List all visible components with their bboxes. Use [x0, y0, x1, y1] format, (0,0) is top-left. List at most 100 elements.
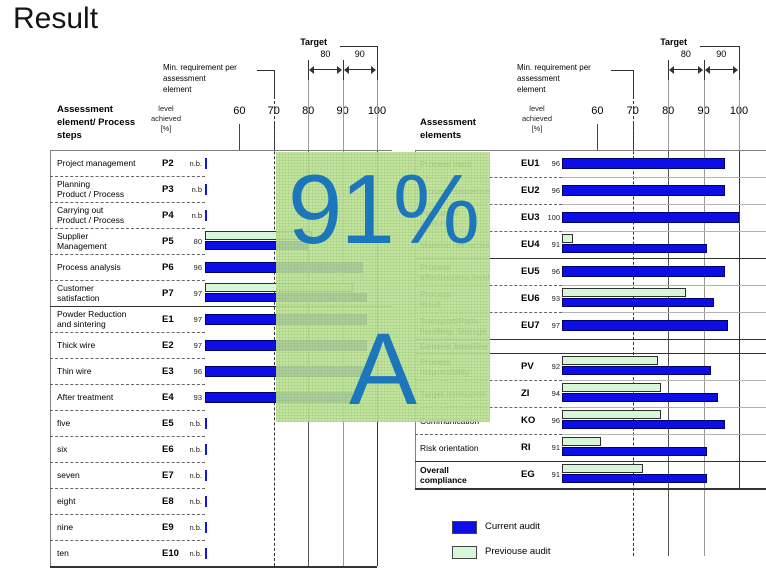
row-value: n.b. [189, 444, 202, 454]
min-requirement-gridline [273, 96, 275, 566]
row-value: 91 [551, 470, 560, 479]
row-label: Process analysis [57, 262, 121, 272]
target-endbar [342, 60, 344, 80]
bar-current-audit [562, 447, 708, 456]
bar-previous-audit [562, 437, 601, 446]
target-line-h [340, 46, 377, 47]
not-assessed-tick [205, 418, 207, 429]
row-code: EU6 [521, 293, 540, 304]
bar-previous-audit [562, 383, 662, 392]
row-separator [50, 488, 205, 489]
target-arrowhead-left [669, 66, 675, 74]
target-endbar [739, 60, 740, 80]
row-label: After treatment [57, 392, 114, 402]
row-code: RI [521, 442, 531, 453]
bar-current-audit [562, 298, 715, 307]
row-label: eight [57, 496, 76, 506]
plot-row-line [562, 204, 766, 205]
min-requirement-label: Min. requirement per assessment element [163, 63, 237, 94]
section-line [415, 353, 766, 354]
plot-row-line [562, 231, 766, 232]
row-label: Customer satisfaction [57, 283, 100, 303]
min-requirement-pointer-h [257, 70, 274, 71]
axis-tick-line [597, 124, 599, 150]
row-value: n.b. [189, 158, 202, 168]
row-label: Planning Product / Process [57, 179, 125, 199]
row-code: P5 [162, 235, 174, 247]
bar-previous-audit [562, 288, 686, 297]
row-value: n.b [191, 184, 202, 194]
legend-label-current-audit: Current audit [485, 521, 540, 532]
row-value: 97 [193, 314, 202, 324]
row-value: 80 [193, 236, 202, 246]
row-value: 96 [551, 416, 560, 425]
table-bottom-border [415, 488, 766, 490]
bar-current-audit [562, 266, 725, 277]
row-value: 96 [551, 267, 560, 276]
row-value: 100 [547, 213, 560, 222]
target-arrow-line [705, 69, 737, 70]
row-code: EU7 [521, 320, 540, 331]
row-separator [50, 436, 205, 437]
row-separator [50, 384, 205, 385]
row-code: E5 [162, 417, 174, 429]
row-code: ZI [521, 388, 530, 399]
row-label: Project management [57, 158, 136, 168]
row-label: Powder Reduction and sintering [57, 309, 127, 329]
target-line-h [700, 46, 739, 47]
row-code: EG [521, 469, 535, 480]
target-arrowhead-right [336, 66, 342, 74]
row-value: 97 [193, 340, 202, 350]
row-value: n.b. [189, 470, 202, 480]
axis-tick-label: 60 [233, 105, 246, 117]
row-code: PV [521, 361, 534, 372]
chart-title: Assessment elements [420, 117, 476, 141]
row-value: 97 [193, 288, 202, 298]
target-arrow-line [670, 69, 702, 70]
row-code: EU4 [521, 239, 540, 250]
not-assessed-tick [205, 496, 207, 507]
row-separator [50, 358, 205, 359]
bar-current-audit [562, 185, 725, 196]
target-arrow-line [344, 69, 375, 70]
row-separator [50, 254, 205, 255]
row-value: 96 [551, 159, 560, 168]
table-top-border [415, 150, 766, 151]
row-separator [50, 332, 205, 333]
plot-row-line [562, 407, 766, 408]
row-label: seven [57, 470, 80, 480]
row-value: 91 [551, 240, 560, 249]
row-value: 97 [551, 321, 560, 330]
legend-label-previous-audit: Previouse audit [485, 546, 551, 557]
target-extension-line [377, 80, 378, 150]
target-band-label-80: 80 [680, 49, 691, 59]
target-endbar [308, 60, 310, 80]
bar-current-audit [562, 420, 725, 429]
target-band-label-80: 80 [320, 49, 331, 59]
level-achieved-label: level achieved [%] [521, 104, 553, 133]
target-arrow-line [310, 69, 341, 70]
target-arrowhead-right [733, 66, 738, 74]
not-assessed-tick [205, 210, 207, 221]
row-code: E10 [162, 547, 179, 559]
row-code: EU1 [521, 158, 540, 169]
legend-swatch-previous-audit [452, 546, 477, 559]
row-separator [50, 202, 205, 203]
row-separator [50, 176, 205, 177]
section-line [50, 306, 392, 307]
table-bottom-border [50, 566, 377, 568]
row-label: Supplier Management [57, 231, 107, 251]
target-extension-line [739, 80, 740, 150]
row-label: ten [57, 548, 69, 558]
not-assessed-tick [205, 470, 207, 481]
plot-row-line [562, 177, 766, 178]
not-assessed-tick [205, 548, 207, 559]
row-value: n.b. [189, 522, 202, 532]
not-assessed-tick [205, 444, 207, 455]
target-extension-line [342, 80, 344, 150]
target-band-label-90: 90 [716, 49, 727, 59]
row-value: 92 [551, 362, 560, 371]
bar-previous-audit [562, 234, 573, 243]
row-separator [50, 228, 205, 229]
